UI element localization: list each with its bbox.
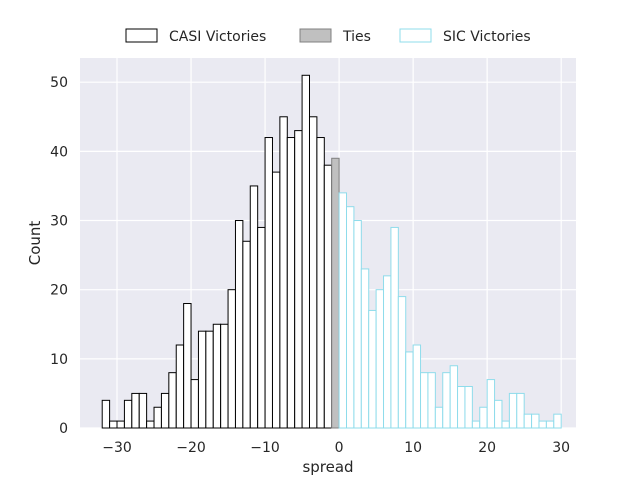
histogram-bars [101, 74, 562, 429]
bar-casi-victories [242, 240, 251, 429]
y-axis-ticks: 0 10 20 30 40 50 [50, 75, 68, 437]
bar-casi-victories [279, 116, 288, 429]
bar-sic-victories [479, 406, 488, 429]
bar-casi-victories [131, 392, 140, 429]
x-tick-label: −20 [176, 440, 206, 456]
bar-casi-victories [271, 171, 281, 429]
bar-sic-victories [494, 399, 503, 429]
bar-sic-victories [457, 386, 466, 429]
y-axis-label: Count [26, 221, 44, 266]
bar-casi-victories [227, 289, 236, 429]
bar-sic-victories [412, 344, 422, 429]
bar-sic-victories [545, 420, 555, 429]
bar-sic-victories [338, 192, 348, 429]
bar-casi-victories [183, 303, 192, 429]
bar-casi-victories [301, 74, 310, 429]
x-tick-label: −30 [102, 440, 132, 456]
bar-casi-victories [249, 185, 259, 429]
x-axis-ticks: −30 −20 −10 0 10 20 30 [102, 440, 570, 456]
x-tick-label: 30 [552, 440, 570, 456]
bar-casi-victories [160, 392, 170, 429]
bar-casi-victories [294, 130, 303, 429]
bar-sic-victories [449, 365, 459, 429]
bar-sic-victories [375, 289, 385, 429]
y-tick-label: 50 [50, 75, 68, 91]
bar-sic-victories [346, 206, 355, 429]
legend-label: CASI Victories [169, 29, 266, 45]
bar-casi-victories [123, 399, 133, 429]
bar-casi-victories [212, 323, 222, 429]
bar-casi-victories [205, 330, 214, 429]
bar-casi-victories [316, 137, 325, 429]
y-tick-label: 10 [50, 352, 68, 368]
bar-sic-victories [538, 420, 547, 429]
x-axis-label: spread [302, 458, 353, 476]
bar-casi-victories [116, 420, 125, 429]
bar-casi-victories [264, 137, 273, 429]
bar-sic-victories [442, 372, 451, 429]
bar-sic-victories [508, 392, 518, 429]
bar-casi-victories [197, 330, 207, 429]
legend: CASI Victories Ties SIC Victories [125, 28, 531, 45]
bar-casi-victories [138, 392, 148, 429]
bar-sic-victories [405, 351, 414, 429]
bar-casi-victories [257, 226, 266, 429]
legend-label: Ties [342, 29, 371, 45]
bar-casi-victories [308, 116, 318, 429]
y-tick-label: 30 [50, 214, 68, 230]
x-tick-label: 20 [478, 440, 496, 456]
bar-casi-victories [109, 420, 118, 429]
bar-sic-victories [420, 372, 429, 429]
bar-casi-victories [146, 420, 155, 429]
legend-label: SIC Victories [443, 29, 531, 45]
bar-casi-victories [286, 137, 296, 429]
legend-swatch [125, 28, 158, 43]
bar-sic-victories [383, 275, 392, 429]
bar-sic-victories [471, 420, 481, 429]
y-tick-label: 40 [50, 144, 68, 160]
bar-sic-victories [427, 372, 436, 429]
y-tick-label: 20 [50, 283, 68, 299]
x-tick-label: 10 [404, 440, 422, 456]
bar-sic-victories [531, 413, 540, 429]
bar-ties [331, 157, 340, 429]
bar-casi-victories [234, 220, 244, 429]
bar-casi-victories [153, 406, 162, 429]
bar-sic-victories [553, 413, 562, 429]
bar-sic-victories [516, 392, 525, 429]
bar-casi-victories [101, 399, 111, 429]
bar-sic-victories [353, 220, 362, 429]
bar-sic-victories [434, 406, 444, 429]
bar-sic-victories [397, 296, 407, 429]
legend-swatch [399, 28, 432, 43]
bar-sic-victories [464, 386, 473, 429]
bar-sic-victories [360, 268, 370, 429]
x-tick-label: 0 [335, 440, 344, 456]
y-tick-label: 0 [59, 421, 68, 437]
bar-casi-victories [190, 379, 199, 429]
bar-sic-victories [501, 420, 510, 429]
x-tick-label: −10 [250, 440, 280, 456]
bar-sic-victories [523, 413, 533, 429]
bar-casi-victories [220, 323, 229, 429]
bar-sic-victories [390, 226, 399, 429]
bar-casi-victories [323, 164, 333, 429]
legend-swatch [299, 28, 332, 43]
bar-casi-victories [175, 344, 185, 429]
bar-sic-victories [368, 309, 377, 429]
bar-sic-victories [486, 379, 496, 429]
bar-casi-victories [168, 372, 177, 429]
